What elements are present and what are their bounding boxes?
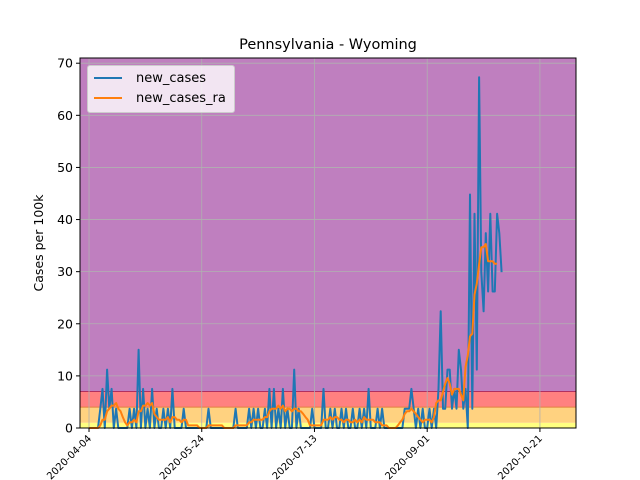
y-tick-label: 50 [57,160,73,175]
y-tick-label: 10 [57,368,73,383]
legend-label-new-cases-ra: new_cases_ra [136,90,226,106]
legend-swatch-new-cases-ra [94,97,122,99]
x-axis-ticks: 2020-04-04 2020-05-24 2020-07-13 2020-09-01… [45,428,545,480]
y-axis-ticks: 0 10 20 30 40 50 60 70 [57,56,80,436]
y-tick-label: 20 [57,316,73,331]
legend: new_cases new_cases_ra [87,65,235,113]
y-tick-label: 30 [57,264,73,279]
legend-item-new-cases-ra: new_cases_ra [88,88,226,108]
series-line-new-cases-ra [89,243,498,429]
plot-frame [79,57,577,429]
y-tick-label: 0 [65,421,73,436]
data-series [89,76,503,429]
legend-swatch-new-cases [94,77,122,79]
y-axis-label: Cases per 100k [31,194,46,292]
legend-label-new-cases: new_cases [136,70,207,86]
risk-band-2 [80,391,576,408]
risk-band-3 [80,58,576,392]
x-tick-label: 2020-09-01 [383,433,432,480]
grid-lines [80,58,576,429]
x-tick-label: 2020-05-24 [158,433,207,480]
x-tick-label: 2020-10-21 [496,433,545,480]
y-tick-label: 40 [57,212,73,227]
risk-band-1 [80,407,576,423]
x-tick-label: 2020-04-04 [45,433,94,480]
y-tick-label: 70 [57,56,73,71]
legend-item-new-cases: new_cases [88,68,206,88]
y-tick-label: 60 [57,108,73,123]
x-tick-label: 2020-07-13 [271,433,320,480]
risk-bands [80,58,576,428]
chart-title: Pennsylvania - Wyoming [239,37,417,53]
